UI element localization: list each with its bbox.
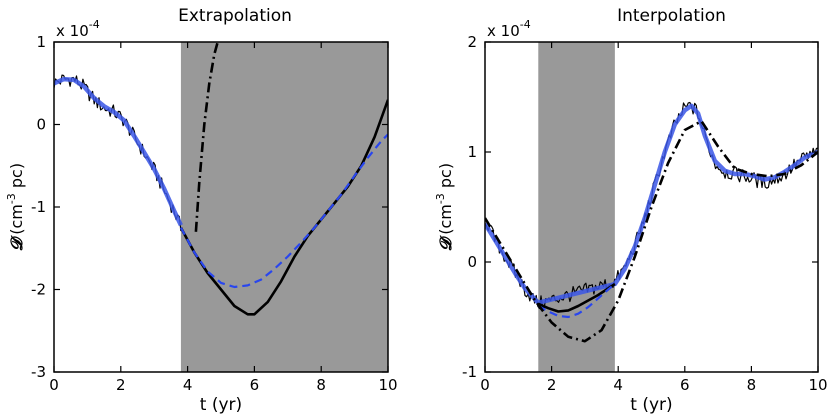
y-tick-label: 0 [467,253,477,271]
x-tick-label: 10 [378,376,397,394]
y-axis-unit-suffix: pc) [7,163,26,193]
series-black-dashdot-line [485,119,818,343]
scale-factor: x 10-4 [487,18,531,40]
y-axis-label: 𝓓(cm-3 pc) [434,163,455,251]
y-tick-label: 2 [467,33,477,51]
series-blue-thick-line [485,103,818,305]
scale-prefix: x 10 [56,22,89,40]
scale-exponent: -4 [89,18,100,31]
y-axis-unit-prefix: (cm [436,204,455,235]
y-axis-label: 𝓓(cm-3 pc) [5,163,26,251]
shaded-span [538,42,615,372]
chart-title: Extrapolation [178,6,292,26]
x-tick-label: 2 [547,376,557,394]
scale-exponent: -4 [520,18,531,31]
x-axis-label: t (yr) [630,395,672,415]
x-tick-label: 6 [680,376,690,394]
x-tick-label: 0 [49,376,59,394]
y-tick-label: 1 [36,33,46,51]
tick-group: 0 2 4 6 8 10 -3 -2 -1 0 1 [31,33,398,394]
x-tick-label: 4 [613,376,623,394]
series-blue-dashed-line [179,133,388,289]
y-tick-label: 0 [36,116,46,134]
series-blue-thick-line [54,76,183,227]
y-axis-unit-prefix: (cm [7,204,26,235]
y-axis-unit-exponent: -3 [434,193,447,204]
plot-frame [484,41,819,373]
y-tick-label: -3 [31,363,46,381]
y-tick-label: 1 [467,143,477,161]
scale-factor: x 10-4 [56,18,100,40]
chart-title: Interpolation [617,6,726,26]
series-black-thin-noisy-line [485,101,818,310]
x-tick-label: 2 [116,376,126,394]
x-tick-label: 4 [183,376,193,394]
series-black-dashdot-line [194,42,219,232]
y-tick-label: -2 [31,281,46,299]
x-tick-label: 6 [250,376,260,394]
series-group [54,42,388,316]
y-tick-label: -1 [31,198,46,216]
series-blue-dashed-line [537,283,616,319]
scale-prefix: x 10 [487,22,520,40]
series-black-thin-noisy-line [54,74,182,232]
shaded-span [180,42,388,372]
series-black-solid-line [179,99,388,316]
extrapolation-panel: 0 2 4 6 8 10 -3 -2 -1 0 1 Extrapolation t (yr) x 1… [5,6,398,415]
x-axis-label: t (yr) [200,395,242,415]
shaded-region [538,42,615,372]
shaded-region [180,42,388,372]
series-black-solid-line [537,282,616,313]
y-axis-symbol: 𝓓 [7,235,26,251]
y-axis-symbol: 𝓓 [436,235,455,251]
y-axis-unit-exponent: -3 [5,193,18,204]
x-tick-label: 8 [747,376,757,394]
x-tick-label: 8 [316,376,326,394]
series-group [485,101,818,343]
y-axis-unit-suffix: pc) [436,163,455,193]
y-tick-label: -1 [462,363,477,381]
x-tick-label: 10 [808,376,827,394]
x-tick-label: 0 [480,376,490,394]
